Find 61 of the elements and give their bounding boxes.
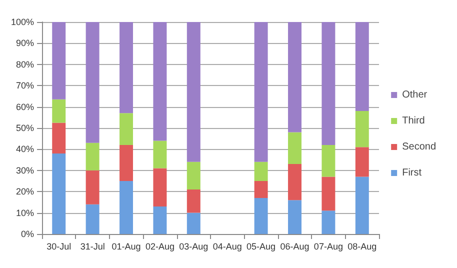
y-tick-label: 40% — [16, 144, 34, 154]
bar — [153, 22, 167, 141]
y-tick-label: 10% — [16, 208, 34, 218]
y-tick-label: 50% — [16, 123, 34, 133]
y-tick-label: 20% — [16, 186, 34, 197]
y-tick-label: 80% — [16, 59, 34, 70]
bar — [355, 176, 369, 234]
bar — [288, 22, 302, 132]
bar — [322, 144, 336, 177]
x-tick-label: 31-Jul — [80, 242, 105, 252]
bar — [322, 176, 336, 211]
y-tick-label: 90% — [16, 38, 34, 48]
y-tick-label: 100% — [10, 17, 34, 27]
y-tick-label: 60% — [16, 102, 34, 112]
bar — [355, 22, 369, 112]
x-tick-label: 30-Jul — [46, 242, 72, 252]
bar — [120, 144, 134, 181]
bar — [52, 22, 66, 100]
x-tick-label: 08-Aug — [348, 242, 377, 252]
legend-label: Other — [402, 90, 428, 100]
bar — [153, 140, 167, 168]
x-tick-label: 06-Aug — [280, 242, 310, 252]
bar — [120, 22, 134, 114]
bar — [322, 22, 336, 145]
bar — [52, 122, 66, 154]
bar — [322, 210, 336, 234]
y-tick-label: 70% — [16, 80, 34, 91]
bar — [186, 22, 200, 162]
bar — [254, 22, 268, 162]
bar — [288, 132, 302, 164]
bar — [288, 164, 302, 200]
legend-label: Third — [402, 116, 425, 126]
bar — [288, 200, 302, 234]
legend-label: First — [402, 168, 422, 178]
bar — [86, 22, 100, 143]
y-tick-label: 0% — [21, 229, 34, 239]
bar — [52, 99, 66, 123]
bar — [52, 153, 66, 234]
x-tick-label: 01-Aug — [112, 242, 141, 252]
x-tick-label: 02-Aug — [145, 242, 174, 252]
x-tick-label: 05-Aug — [246, 242, 276, 252]
x-tick-label: 07-Aug — [314, 242, 343, 252]
bar — [153, 168, 167, 206]
bar — [254, 181, 268, 198]
legend-label: Second — [402, 142, 436, 152]
bar — [86, 170, 100, 204]
bar — [186, 162, 200, 190]
bar — [120, 113, 134, 145]
x-tick-label: 03-Aug — [179, 242, 208, 252]
bar — [355, 111, 369, 148]
bar — [86, 142, 100, 170]
y-tick-label: 30% — [16, 165, 34, 176]
x-tick-label: 04-Aug — [212, 242, 242, 252]
bar — [355, 147, 369, 177]
bar — [254, 198, 268, 234]
bar — [120, 181, 134, 234]
bar — [153, 206, 167, 234]
bar — [186, 212, 200, 234]
bar — [254, 162, 268, 181]
bar — [86, 204, 100, 234]
bar — [186, 189, 200, 213]
